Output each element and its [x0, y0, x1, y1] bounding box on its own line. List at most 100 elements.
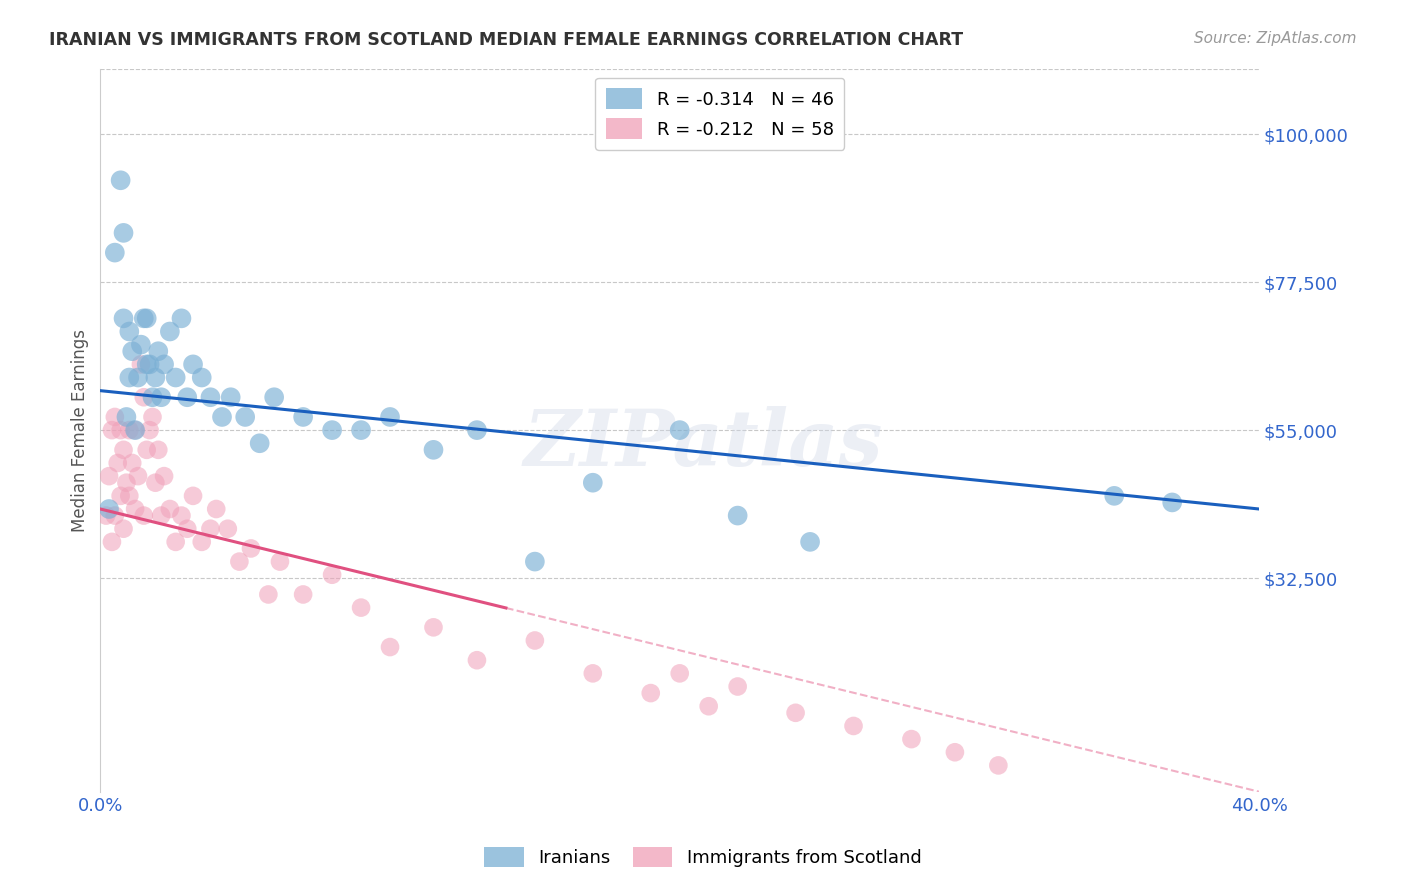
Immigrants from Scotland [112, 442, 135, 457]
Immigrants from Scotland [170, 508, 193, 523]
Immigrants from Scotland [132, 508, 155, 523]
Immigrants from Scotland [257, 587, 280, 601]
Iranians [135, 311, 157, 326]
Immigrants from Scotland [943, 745, 966, 759]
Immigrants from Scotland [465, 653, 488, 667]
Immigrants from Scotland [118, 489, 141, 503]
Iranians [112, 226, 135, 240]
Immigrants from Scotland [292, 587, 315, 601]
Immigrants from Scotland [176, 522, 198, 536]
Iranians [129, 337, 152, 351]
Iranians [219, 390, 242, 404]
Immigrants from Scotland [124, 502, 146, 516]
Iranians [127, 370, 149, 384]
Immigrants from Scotland [842, 719, 865, 733]
Immigrants from Scotland [104, 409, 127, 424]
Iranians [112, 311, 135, 326]
Immigrants from Scotland [124, 423, 146, 437]
Immigrants from Scotland [640, 686, 662, 700]
Immigrants from Scotland [115, 475, 138, 490]
Iranians [115, 409, 138, 424]
Immigrants from Scotland [697, 699, 720, 714]
Immigrants from Scotland [127, 469, 149, 483]
Immigrants from Scotland [138, 423, 160, 437]
Immigrants from Scotland [217, 522, 239, 536]
Iranians [141, 390, 163, 404]
Immigrants from Scotland [190, 534, 212, 549]
Immigrants from Scotland [269, 555, 291, 569]
Iranians [165, 370, 187, 384]
Immigrants from Scotland [101, 423, 124, 437]
Immigrants from Scotland [145, 475, 167, 490]
Iranians [145, 370, 167, 384]
Text: ZIPatlas: ZIPatlas [523, 407, 883, 483]
Iranians [118, 370, 141, 384]
Iranians [98, 502, 121, 516]
Immigrants from Scotland [181, 489, 204, 503]
Text: IRANIAN VS IMMIGRANTS FROM SCOTLAND MEDIAN FEMALE EARNINGS CORRELATION CHART: IRANIAN VS IMMIGRANTS FROM SCOTLAND MEDI… [49, 31, 963, 49]
Iranians [321, 423, 343, 437]
Immigrants from Scotland [350, 600, 373, 615]
Iranians [124, 423, 146, 437]
Immigrants from Scotland [110, 423, 132, 437]
Iranians [350, 423, 373, 437]
Immigrants from Scotland [141, 409, 163, 424]
Immigrants from Scotland [135, 442, 157, 457]
Immigrants from Scotland [205, 502, 228, 516]
Iranians [249, 436, 271, 450]
Immigrants from Scotland [785, 706, 807, 720]
Iranians [582, 475, 605, 490]
Immigrants from Scotland [422, 620, 444, 634]
Iranians [181, 357, 204, 371]
Immigrants from Scotland [727, 680, 749, 694]
Immigrants from Scotland [129, 357, 152, 371]
Iranians [159, 325, 181, 339]
Immigrants from Scotland [150, 508, 173, 523]
Immigrants from Scotland [148, 442, 170, 457]
Immigrants from Scotland [900, 732, 922, 747]
Iranians [1161, 495, 1184, 509]
Iranians [1102, 489, 1125, 503]
Legend: Iranians, Immigrants from Scotland: Iranians, Immigrants from Scotland [477, 839, 929, 874]
Iranians [465, 423, 488, 437]
Immigrants from Scotland [104, 508, 127, 523]
Iranians [150, 390, 173, 404]
Immigrants from Scotland [200, 522, 222, 536]
Iranians [121, 344, 143, 359]
Immigrants from Scotland [110, 489, 132, 503]
Immigrants from Scotland [121, 456, 143, 470]
Immigrants from Scotland [159, 502, 181, 516]
Iranians [378, 409, 401, 424]
Immigrants from Scotland [523, 633, 546, 648]
Iranians [132, 311, 155, 326]
Immigrants from Scotland [132, 390, 155, 404]
Immigrants from Scotland [987, 758, 1010, 772]
Immigrants from Scotland [101, 534, 124, 549]
Immigrants from Scotland [240, 541, 263, 556]
Iranians [110, 173, 132, 187]
Iranians [727, 508, 749, 523]
Iranians [422, 442, 444, 457]
Immigrants from Scotland [228, 555, 250, 569]
Iranians [200, 390, 222, 404]
Immigrants from Scotland [378, 640, 401, 654]
Iranians [523, 555, 546, 569]
Iranians [190, 370, 212, 384]
Immigrants from Scotland [582, 666, 605, 681]
Immigrants from Scotland [153, 469, 176, 483]
Iranians [170, 311, 193, 326]
Iranians [104, 245, 127, 260]
Iranians [263, 390, 285, 404]
Immigrants from Scotland [118, 423, 141, 437]
Legend: R = -0.314   N = 46, R = -0.212   N = 58: R = -0.314 N = 46, R = -0.212 N = 58 [595, 78, 845, 150]
Y-axis label: Median Female Earnings: Median Female Earnings [72, 328, 89, 532]
Iranians [292, 409, 315, 424]
Iranians [668, 423, 690, 437]
Immigrants from Scotland [107, 456, 129, 470]
Immigrants from Scotland [165, 534, 187, 549]
Iranians [148, 344, 170, 359]
Iranians [233, 409, 256, 424]
Immigrants from Scotland [668, 666, 690, 681]
Iranians [799, 534, 821, 549]
Iranians [118, 325, 141, 339]
